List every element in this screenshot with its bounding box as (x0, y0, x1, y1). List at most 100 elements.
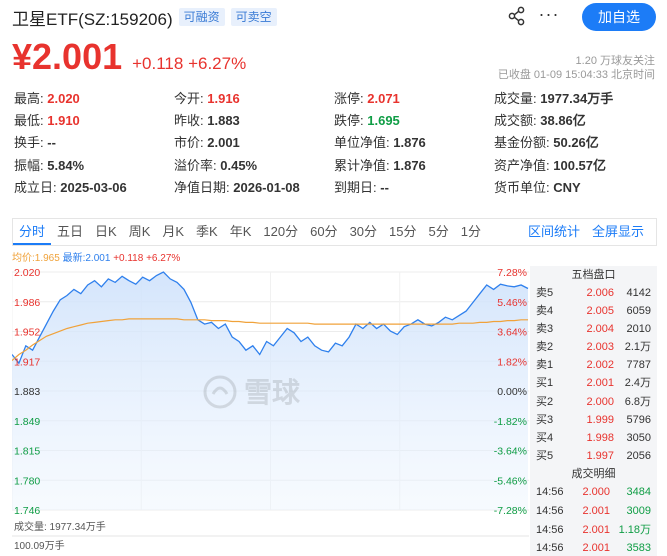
tab-period[interactable]: 30分 (349, 224, 378, 239)
tab-period[interactable]: 5分 (428, 224, 449, 239)
y-tick-right: -5.46% (494, 475, 527, 487)
y-tick-right: 0.00% (497, 386, 527, 398)
tab-period[interactable]: 月K (162, 224, 185, 239)
y-tick-left: 1.952 (14, 327, 40, 339)
stat-value: 1.883 (207, 113, 240, 129)
stat-cell: 货币单位: CNY (494, 177, 659, 199)
tab-period[interactable]: 周K (128, 224, 151, 239)
orderbook-price: 2.000 (586, 395, 614, 408)
tab-period[interactable]: 分时 (13, 219, 52, 245)
period-tabs: 分时 五日 日K 周K 月K 季K 年K 120分 60分 30分 15分 5分 1分 区间统计 全屏显示 (12, 218, 657, 246)
stat-cell: 累计净值: 1.876 (334, 155, 494, 177)
orderbook-price: 1.997 (586, 449, 614, 462)
stat-label: 成交额: (494, 113, 537, 129)
orderbook-volume: 6.8万 (624, 395, 651, 408)
trade-row: 14:56 2.001 3583 (530, 539, 657, 556)
orderbook-level: 买5 (536, 449, 554, 462)
stat-value: 1.876 (393, 135, 426, 151)
orderbook-row: 卖2 2.003 2.1万 (530, 338, 657, 356)
quote-stats: 最高: 2.020 今开: 1.916 涨停: 2.071 成交量: 1977.34万… (14, 88, 659, 199)
stat-label: 溢价率: (174, 157, 217, 173)
price-change: +0.118 +6.27% (132, 54, 247, 73)
orderbook-level: 买1 (536, 377, 554, 390)
stat-value: 2025-03-06 (60, 179, 127, 195)
orderbook-price: 1.998 (586, 431, 614, 444)
followers-count[interactable]: 1.20 万球友关注 (575, 55, 655, 67)
avg-price: 均价:1.965 (12, 253, 60, 264)
header: 卫星ETF(SZ:159206) 可融资 可卖空 (12, 4, 277, 30)
tab-period[interactable]: 1分 (460, 224, 481, 239)
share-icon[interactable] (506, 6, 528, 26)
orderbook-title: 五档盘口 (571, 269, 616, 281)
fullscreen-button[interactable]: 全屏显示 (591, 224, 644, 239)
orderbook-price: 2.006 (586, 287, 614, 299)
side-panel: 五档盘口 卖5 2.006 4142 卖4 2.005 6059 卖3 2.004 2010 卖2… (530, 266, 657, 556)
stat-cell: 换手: -- (14, 132, 174, 154)
stat-label: 货币单位: (494, 179, 550, 195)
orderbook-level: 卖3 (536, 323, 554, 336)
tab-period[interactable]: 60分 (310, 224, 338, 239)
watermark-text: 雪球 (244, 377, 301, 408)
orderbook-price: 2.002 (586, 359, 614, 372)
stat-value: 1.916 (207, 91, 240, 106)
stat-value: 2.001 (207, 135, 240, 151)
stat-value: -- (380, 179, 389, 195)
orderbook-level: 买4 (536, 431, 554, 444)
trade-volume: 1.18万 (618, 523, 651, 536)
latest-change: +0.118 +6.27% (113, 253, 181, 264)
y-tick-left: 1.780 (14, 475, 40, 487)
stat-value: 2.020 (47, 91, 80, 106)
trade-row: 14:56 2.001 1.18万 (530, 521, 657, 540)
market-status: 已收盘 01-09 15:04:33 北京时间 (497, 69, 655, 81)
more-icon[interactable]: ··· (538, 4, 560, 24)
y-tick-right: 5.46% (497, 297, 527, 309)
orderbook-row: 买1 2.001 2.4万 (530, 374, 657, 392)
orderbook-level: 买2 (536, 395, 554, 408)
orderbook-level: 卖1 (536, 359, 554, 372)
orderbook-row: 卖3 2.004 2010 (530, 320, 657, 338)
y-tick-right: -3.64% (494, 446, 527, 458)
tab-period[interactable]: 15分 (389, 224, 417, 239)
orderbook-price: 2.005 (586, 305, 614, 318)
tab-period[interactable]: 年K (229, 224, 252, 239)
stat-label: 最低: (14, 113, 44, 129)
y-tick-left: 1.849 (14, 416, 40, 428)
stat-label: 振幅: (14, 157, 44, 173)
y-tick-left: 1.986 (14, 297, 40, 309)
orderbook-level: 卖5 (536, 287, 554, 299)
stat-cell: 基金份额: 50.26亿 (494, 132, 659, 154)
add-watchlist-button[interactable]: 加自选 (582, 3, 656, 31)
trade-time: 14:56 (536, 542, 564, 555)
latest-price: 最新:2.001 (62, 253, 111, 264)
stats-row: 最高: 2.020 今开: 1.916 涨停: 2.071 成交量: 1977.34万… (14, 88, 659, 110)
tab-period[interactable]: 120分 (263, 224, 299, 239)
orderbook-price: 2.003 (586, 341, 614, 354)
y-axis-left: 2.020 1.986 1.952 1.917 1.883 1.849 1.815 1.780… (14, 267, 40, 517)
stat-value: 2026-01-08 (233, 179, 300, 195)
range-stats-button[interactable]: 区间统计 (527, 224, 580, 239)
page-title: 卫星ETF(SZ:159206) (12, 9, 173, 29)
y-tick-left: 1.746 (14, 505, 40, 517)
orderbook-level: 卖2 (536, 341, 554, 354)
tab-period[interactable]: 五日 (57, 224, 84, 239)
stat-cell: 溢价率: 0.45% (174, 155, 334, 177)
stat-value: 100.57亿 (553, 157, 607, 173)
trades-title: 成交明细 (571, 467, 616, 480)
y-tick-right: 1.82% (497, 356, 527, 368)
short-tag: 可卖空 (230, 8, 277, 26)
stat-cell: 最高: 2.020 (14, 88, 174, 110)
price-row: ¥2.001 +0.118 +6.27% (12, 36, 246, 78)
tab-period[interactable]: 日K (95, 224, 117, 239)
y-tick-left: 2.020 (14, 267, 40, 279)
stat-value: 1.910 (47, 113, 80, 129)
intraday-chart[interactable]: 2.020 1.986 1.952 1.917 1.883 1.849 1.815 1.780… (12, 246, 529, 556)
volume-label: 成交量: 1977.34万手 (14, 520, 106, 533)
trade-volume: 3484 (626, 485, 651, 498)
current-price: ¥2.001 (12, 36, 123, 77)
stat-cell: 今开: 1.916 (174, 88, 334, 110)
tab-period[interactable]: 季K (196, 224, 218, 239)
y-axis-right: 7.28% 5.46% 3.64% 1.82% 0.00% -1.82% -3.64% -5.… (494, 267, 527, 517)
y-tick-right: 7.28% (497, 267, 527, 279)
trade-time: 14:56 (536, 523, 564, 536)
price-line (12, 271, 529, 365)
